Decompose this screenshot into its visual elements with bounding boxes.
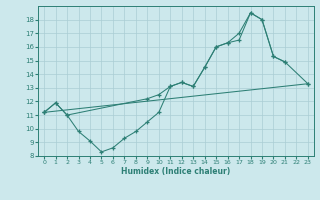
- X-axis label: Humidex (Indice chaleur): Humidex (Indice chaleur): [121, 167, 231, 176]
